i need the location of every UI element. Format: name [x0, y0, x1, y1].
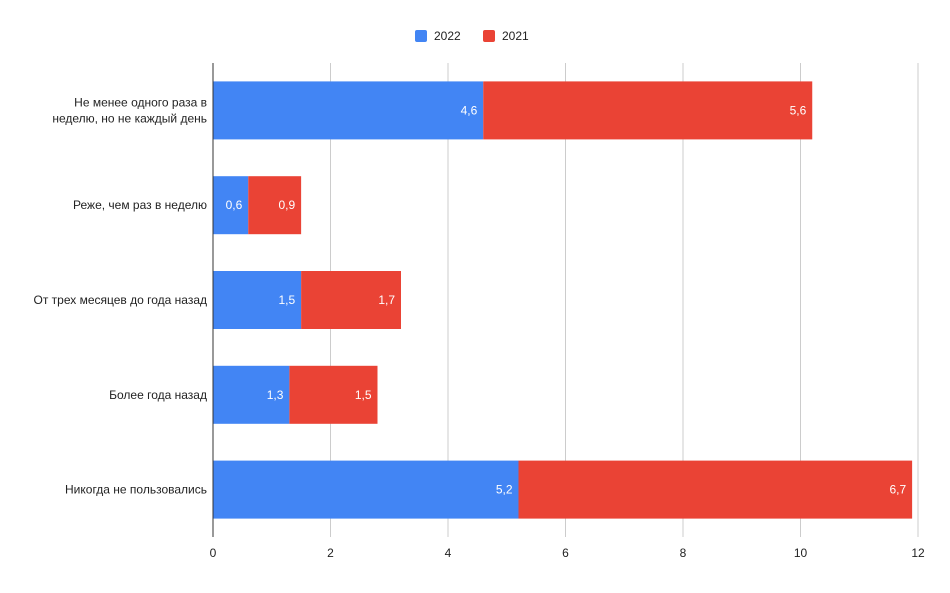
- data-label: 1,5: [355, 388, 372, 402]
- data-label: 5,2: [496, 483, 513, 497]
- legend-swatch-2022: [415, 30, 427, 42]
- bar-2021-0: [483, 81, 813, 140]
- legend-swatch-2021: [483, 30, 495, 42]
- legend-label: 2021: [502, 29, 529, 43]
- legend: 2022 2021: [415, 29, 529, 43]
- x-tick-label: 10: [794, 546, 808, 560]
- data-label: 0,6: [226, 198, 243, 212]
- data-label: 0,9: [278, 198, 295, 212]
- bar-2021-1: [248, 176, 302, 235]
- category-label: Реже, чем раз в неделю: [73, 198, 207, 212]
- data-label: 1,5: [278, 293, 295, 307]
- category-label: Не менее одного раза в: [74, 95, 207, 109]
- gridlines: [330, 63, 919, 537]
- bar-2022-1: [213, 176, 249, 235]
- data-label: 1,3: [267, 388, 284, 402]
- bars: 4,6 5,6 0,6 0,9 1,5 1,7 1,3 1,5 5,2 6,7: [213, 81, 913, 519]
- bar-2021-2: [301, 271, 401, 329]
- bar-2021-3: [289, 365, 378, 424]
- data-label: 6,7: [889, 483, 906, 497]
- x-tick-label: 8: [680, 546, 687, 560]
- axes: 0 2 4 6 8 10 12 Не менее одного раза в неделю, н…: [33, 63, 925, 560]
- bar-2022-4: [213, 460, 519, 519]
- x-tick-label: 12: [911, 546, 925, 560]
- x-tick-label: 6: [562, 546, 569, 560]
- legend-label: 2022: [434, 29, 461, 43]
- data-label: 1,7: [378, 293, 395, 307]
- category-label: От трех месяцев до года назад: [33, 293, 207, 307]
- x-tick-label: 2: [327, 546, 334, 560]
- bar-2022-2: [213, 271, 302, 329]
- category-label: Более года назад: [109, 388, 207, 402]
- x-tick-label: 0: [210, 546, 217, 560]
- data-label: 4,6: [461, 103, 478, 117]
- category-label: неделю, но не каждый день: [52, 111, 207, 125]
- category-label: Никогда не пользовались: [65, 483, 207, 497]
- bar-2022-0: [213, 81, 484, 140]
- bar-2021-4: [518, 460, 913, 519]
- bar-2022-3: [213, 365, 290, 424]
- data-label: 5,6: [790, 103, 807, 117]
- x-tick-label: 4: [445, 546, 452, 560]
